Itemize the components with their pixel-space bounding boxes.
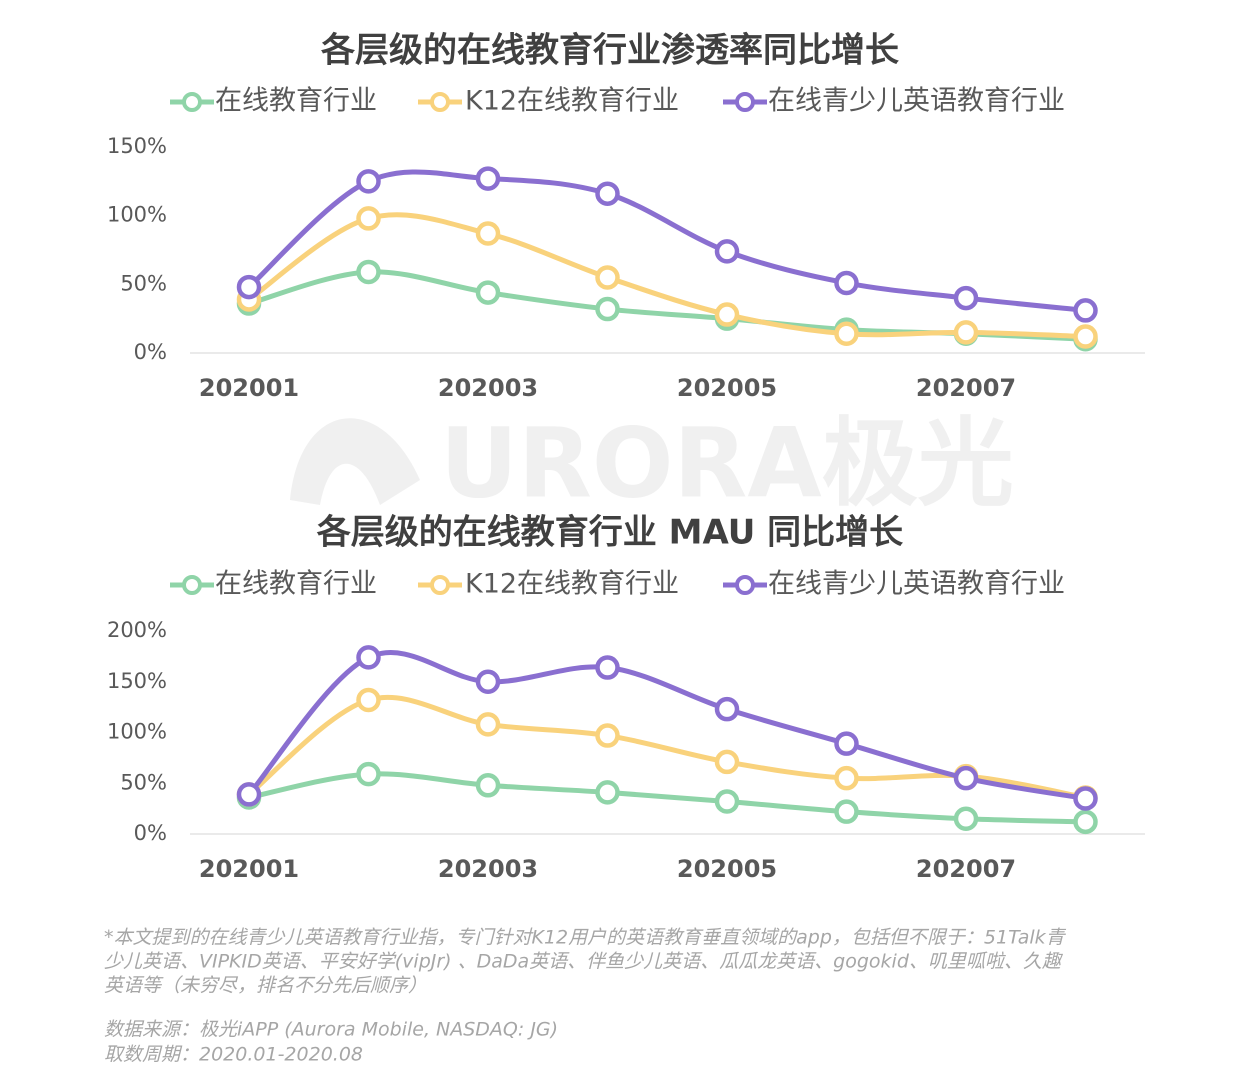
x-tick-label: 202001 (199, 374, 299, 402)
y-tick-label: 100% (107, 203, 167, 227)
data-point (953, 765, 979, 791)
data-point (356, 761, 381, 787)
data-point (236, 274, 262, 300)
y-tick-label: 0% (134, 821, 167, 845)
y-tick-label: 100% (107, 720, 167, 744)
data-point (356, 169, 381, 194)
x-tick-label: 202001 (199, 855, 299, 883)
data-point (475, 166, 501, 191)
data-point (475, 773, 501, 798)
x-tick-label: 202003 (438, 374, 538, 402)
data-point (595, 181, 620, 206)
x-tick-label: 202003 (438, 855, 538, 883)
x-tick-label: 202007 (916, 374, 1016, 402)
data-point (356, 206, 381, 231)
chart-title: 各层级的在线教育行业 MAU 同比增长 (317, 513, 903, 553)
y-tick-label: 200% (107, 618, 167, 642)
legend-marker (182, 575, 202, 595)
data-point (356, 645, 381, 670)
data-point (714, 239, 740, 264)
legend-label: K12在线教育行业 (465, 86, 679, 117)
footnote: *本文提到的在线青少儿英语教育行业指，专门针对K12用户的英语教育垂直领域的ap… (104, 927, 1067, 949)
data-point (475, 280, 501, 305)
chart-title: 各层级的在线教育行业渗透率同比增长 (321, 31, 899, 71)
data-point (953, 285, 979, 311)
footnote: 英语等（未穷尽，排名不分先后顺序） (104, 975, 427, 997)
data-point (714, 789, 740, 814)
data-point (595, 296, 620, 322)
data-point (714, 696, 740, 722)
data-point (834, 765, 859, 791)
data-point (834, 731, 859, 756)
legend-label: 在线青少儿英语教育行业 (768, 86, 1065, 117)
data-point (595, 265, 620, 290)
legend-marker (182, 92, 202, 112)
legend-marker (430, 575, 450, 595)
footnote: 少儿英语、VIPKID英语、平安好学(vipJr) 、DaDa英语、伴鱼少儿英语… (104, 951, 1064, 973)
y-tick-label: 50% (120, 770, 167, 794)
watermark-logo (290, 418, 420, 505)
data-point (834, 321, 859, 347)
x-tick-label: 202005 (677, 855, 777, 883)
data-point (475, 669, 501, 694)
data-point (834, 799, 859, 824)
data-point (953, 806, 979, 832)
data-point (1073, 324, 1098, 349)
data-point (475, 221, 501, 246)
data-point (953, 320, 979, 345)
y-tick-label: 150% (107, 669, 167, 693)
data-point (475, 712, 501, 737)
source: 取数周期：2020.01-2020.08 (104, 1044, 363, 1066)
data-point (1073, 298, 1098, 323)
data-point (595, 655, 620, 680)
source: 数据来源：极光iAPP (Aurora Mobile, NASDAQ: JG) (104, 1019, 558, 1041)
legend-label: 在线教育行业 (215, 569, 377, 600)
data-point (595, 723, 620, 748)
data-point (236, 782, 262, 807)
y-tick-label: 50% (120, 271, 167, 295)
legend-marker (735, 575, 755, 595)
data-point (1073, 786, 1098, 811)
data-point (1073, 809, 1098, 835)
data-point (834, 270, 859, 296)
legend-marker (735, 92, 755, 112)
data-point (714, 749, 740, 775)
legend-label: K12在线教育行业 (465, 569, 679, 600)
data-point (714, 302, 740, 327)
x-tick-label: 202007 (916, 855, 1016, 883)
watermark: URORA极光 (440, 407, 1014, 519)
legend-marker (430, 92, 450, 112)
y-tick-label: 0% (134, 340, 167, 364)
legend-label: 在线教育行业 (215, 86, 377, 117)
data-point (356, 259, 381, 285)
data-point (595, 780, 620, 805)
data-point (356, 687, 381, 713)
legend-label: 在线青少儿英语教育行业 (768, 569, 1065, 600)
y-tick-label: 150% (107, 134, 167, 158)
x-tick-label: 202005 (677, 374, 777, 402)
